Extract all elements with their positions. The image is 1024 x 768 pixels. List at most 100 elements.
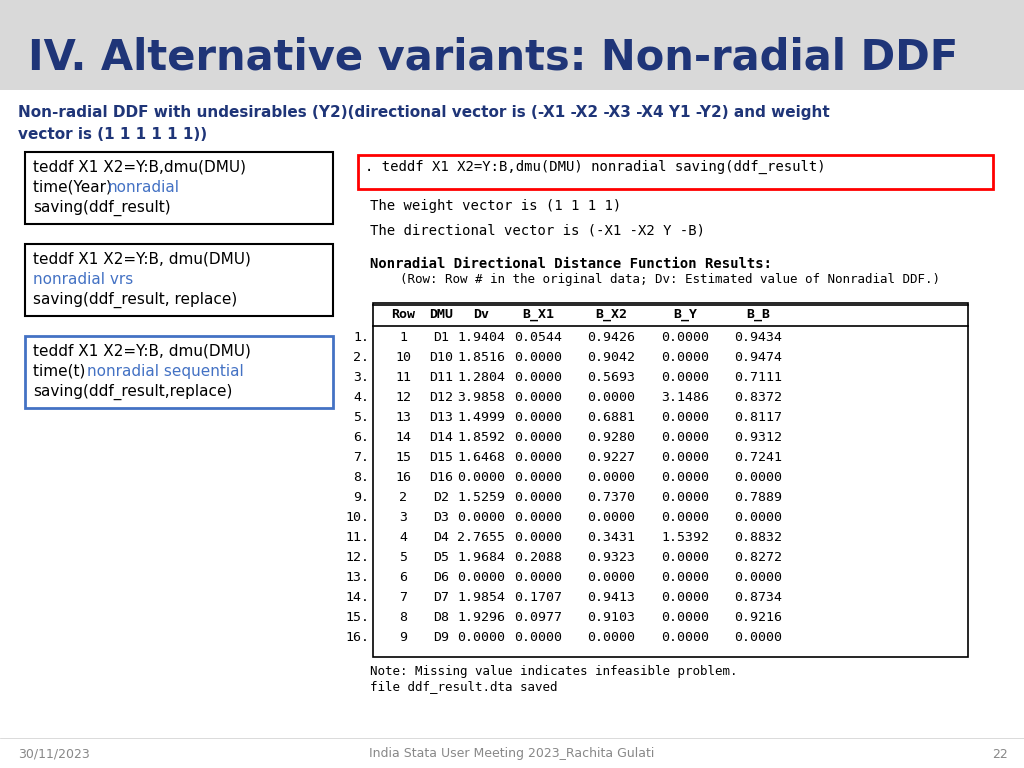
Text: 1.: 1. <box>353 331 369 344</box>
Text: nonradial sequential: nonradial sequential <box>87 364 244 379</box>
Text: 6.: 6. <box>353 431 369 444</box>
Text: 4: 4 <box>399 531 407 544</box>
Text: 0.0000: 0.0000 <box>662 331 709 344</box>
Text: 0.9227: 0.9227 <box>587 451 635 464</box>
Text: 0.0000: 0.0000 <box>514 391 562 404</box>
Text: Nonradial Directional Distance Function Results:: Nonradial Directional Distance Function … <box>370 257 772 271</box>
Text: 0.8734: 0.8734 <box>734 591 782 604</box>
Text: 0.0000: 0.0000 <box>734 571 782 584</box>
Text: teddf X1 X2=Y:B,dmu(DMU): teddf X1 X2=Y:B,dmu(DMU) <box>33 160 246 175</box>
Text: time(Year): time(Year) <box>33 180 117 195</box>
Text: 0.0000: 0.0000 <box>734 511 782 524</box>
Text: 0.1707: 0.1707 <box>514 591 562 604</box>
Text: 0.0000: 0.0000 <box>662 471 709 484</box>
Text: D6: D6 <box>433 571 449 584</box>
Text: 0.0000: 0.0000 <box>514 411 562 424</box>
Text: 0.0000: 0.0000 <box>662 591 709 604</box>
Text: 1.5392: 1.5392 <box>662 531 709 544</box>
Text: 0.9323: 0.9323 <box>587 551 635 564</box>
Text: D1: D1 <box>433 331 449 344</box>
Text: 8.: 8. <box>353 471 369 484</box>
Text: 2.: 2. <box>353 351 369 364</box>
Text: 0.7241: 0.7241 <box>734 451 782 464</box>
Text: 11: 11 <box>395 371 411 384</box>
Text: D10: D10 <box>429 351 453 364</box>
Text: 0.6881: 0.6881 <box>587 411 635 424</box>
Text: 0.0000: 0.0000 <box>587 571 635 584</box>
Text: 0.9042: 0.9042 <box>587 351 635 364</box>
Text: 0.0000: 0.0000 <box>662 451 709 464</box>
Text: 0.3431: 0.3431 <box>587 531 635 544</box>
Text: D2: D2 <box>433 491 449 504</box>
Text: 5: 5 <box>399 551 407 564</box>
Text: D16: D16 <box>429 471 453 484</box>
Text: 0.0000: 0.0000 <box>514 371 562 384</box>
Text: 0.0000: 0.0000 <box>514 531 562 544</box>
Text: 0.0000: 0.0000 <box>514 571 562 584</box>
Text: 1.2804: 1.2804 <box>457 371 505 384</box>
Text: 7: 7 <box>399 591 407 604</box>
Text: nonradial vrs: nonradial vrs <box>33 272 133 287</box>
Text: 0.5693: 0.5693 <box>587 371 635 384</box>
Text: D8: D8 <box>433 611 449 624</box>
Text: 15: 15 <box>395 451 411 464</box>
Text: 12: 12 <box>395 391 411 404</box>
Text: 3.1486: 3.1486 <box>662 391 709 404</box>
Text: D3: D3 <box>433 511 449 524</box>
Text: 0.9103: 0.9103 <box>587 611 635 624</box>
Text: 16: 16 <box>395 471 411 484</box>
Text: IV. Alternative variants: Non-radial DDF: IV. Alternative variants: Non-radial DDF <box>28 37 958 79</box>
Text: 7.: 7. <box>353 451 369 464</box>
FancyBboxPatch shape <box>373 303 968 657</box>
Text: Dv: Dv <box>473 308 489 321</box>
Text: 3.9858: 3.9858 <box>457 391 505 404</box>
Text: 0.0000: 0.0000 <box>514 491 562 504</box>
Text: 0.9312: 0.9312 <box>734 431 782 444</box>
Text: 0.0000: 0.0000 <box>587 511 635 524</box>
Text: 1.4999: 1.4999 <box>457 411 505 424</box>
FancyBboxPatch shape <box>0 0 1024 90</box>
Text: teddf X1 X2=Y:B, dmu(DMU): teddf X1 X2=Y:B, dmu(DMU) <box>33 344 251 359</box>
Text: 0.8372: 0.8372 <box>734 391 782 404</box>
Text: 0.0000: 0.0000 <box>587 391 635 404</box>
Text: file ddf_result.dta saved: file ddf_result.dta saved <box>370 680 557 693</box>
Text: 0.0000: 0.0000 <box>662 611 709 624</box>
FancyBboxPatch shape <box>25 152 333 224</box>
Text: 0.0000: 0.0000 <box>662 571 709 584</box>
Text: 0.7111: 0.7111 <box>734 371 782 384</box>
Text: 16.: 16. <box>345 631 369 644</box>
Text: 0.0000: 0.0000 <box>662 551 709 564</box>
Text: 2.7655: 2.7655 <box>457 531 505 544</box>
Text: 0.0000: 0.0000 <box>457 511 505 524</box>
Text: Row: Row <box>391 308 415 321</box>
Text: 1.6468: 1.6468 <box>457 451 505 464</box>
Text: 12.: 12. <box>345 551 369 564</box>
Text: saving(ddf_result, replace): saving(ddf_result, replace) <box>33 292 238 308</box>
Text: saving(ddf_result,replace): saving(ddf_result,replace) <box>33 384 232 400</box>
Text: 0.0000: 0.0000 <box>662 511 709 524</box>
Text: 0.0000: 0.0000 <box>514 451 562 464</box>
Text: 13.: 13. <box>345 571 369 584</box>
Text: 0.0000: 0.0000 <box>662 351 709 364</box>
Text: 0.0000: 0.0000 <box>662 371 709 384</box>
Text: 0.0000: 0.0000 <box>662 491 709 504</box>
Text: Non-radial DDF with undesirables (Y2)(directional vector is (-X1 -X2 -X3 -X4 Y1 : Non-radial DDF with undesirables (Y2)(di… <box>18 105 829 142</box>
Text: 1: 1 <box>399 331 407 344</box>
Text: 1.9684: 1.9684 <box>457 551 505 564</box>
Text: B_X1: B_X1 <box>522 308 554 321</box>
Text: 1.9404: 1.9404 <box>457 331 505 344</box>
FancyBboxPatch shape <box>25 336 333 408</box>
Text: 0.0000: 0.0000 <box>662 411 709 424</box>
Text: 0.8272: 0.8272 <box>734 551 782 564</box>
Text: 13: 13 <box>395 411 411 424</box>
Text: 30/11/2023: 30/11/2023 <box>18 747 90 760</box>
Text: D14: D14 <box>429 431 453 444</box>
Text: 14.: 14. <box>345 591 369 604</box>
Text: 0.0000: 0.0000 <box>662 431 709 444</box>
Text: 3: 3 <box>399 511 407 524</box>
Text: 0.9474: 0.9474 <box>734 351 782 364</box>
Text: 0.9413: 0.9413 <box>587 591 635 604</box>
Text: 9.: 9. <box>353 491 369 504</box>
Text: B_X2: B_X2 <box>595 308 627 321</box>
Text: 0.7889: 0.7889 <box>734 491 782 504</box>
